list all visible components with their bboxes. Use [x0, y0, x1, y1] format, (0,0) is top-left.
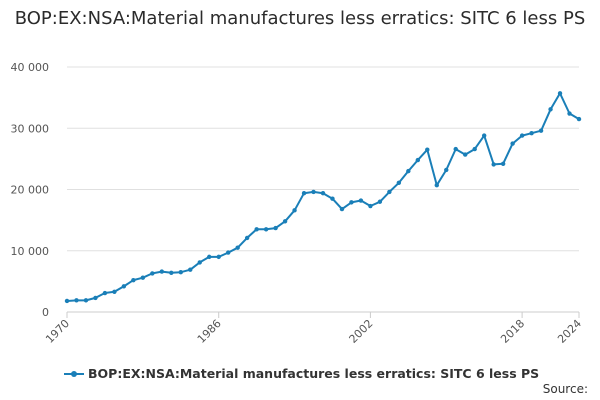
data-point[interactable] — [150, 271, 155, 276]
data-point[interactable] — [368, 203, 373, 209]
data-point[interactable] — [406, 168, 411, 174]
data-point[interactable] — [387, 189, 392, 195]
data-point[interactable] — [330, 196, 335, 201]
x-tick-label: 1986 — [195, 317, 224, 346]
x-tick-label: 2018 — [498, 317, 527, 346]
data-point[interactable] — [159, 269, 165, 274]
data-point[interactable] — [463, 152, 468, 157]
data-point[interactable] — [64, 298, 70, 304]
y-tick-label: 0 — [42, 306, 49, 319]
data-point[interactable] — [349, 200, 354, 205]
data-point[interactable] — [339, 206, 345, 212]
y-tick-label: 30 000 — [11, 122, 50, 135]
data-point[interactable] — [207, 254, 212, 260]
data-point[interactable] — [415, 157, 421, 163]
data-point[interactable] — [358, 198, 364, 203]
data-point[interactable] — [301, 190, 307, 196]
data-point[interactable] — [567, 111, 572, 116]
legend-label: BOP:EX:NSA:Material manufactures less er… — [88, 366, 540, 381]
y-tick-label: 10 000 — [11, 245, 50, 258]
data-point[interactable] — [396, 180, 402, 185]
data-point[interactable] — [320, 190, 326, 196]
data-point[interactable] — [83, 298, 89, 303]
data-point[interactable] — [453, 146, 458, 152]
data-point[interactable] — [225, 250, 231, 255]
data-point[interactable] — [481, 133, 487, 138]
data-point[interactable] — [254, 227, 259, 232]
data-point[interactable] — [491, 162, 496, 167]
data-point[interactable] — [500, 161, 506, 166]
data-point[interactable] — [529, 130, 534, 136]
data-point[interactable] — [74, 298, 79, 303]
data-point[interactable] — [102, 290, 108, 296]
data-point[interactable] — [235, 245, 240, 250]
data-point[interactable] — [93, 295, 98, 301]
data-point[interactable] — [538, 128, 544, 133]
data-point[interactable] — [121, 284, 127, 289]
data-point[interactable] — [131, 277, 136, 283]
chart-title: BOP:EX:NSA:Material manufactures less er… — [14, 8, 586, 29]
y-tick-label: 20 000 — [11, 184, 50, 197]
series-layer — [64, 91, 582, 304]
data-point[interactable] — [292, 208, 297, 213]
data-point[interactable] — [444, 167, 449, 173]
data-point[interactable] — [548, 107, 553, 112]
data-point[interactable] — [273, 225, 278, 231]
data-point[interactable] — [557, 91, 563, 96]
source-label: Source: — [542, 382, 588, 396]
data-point[interactable] — [140, 275, 146, 280]
data-point[interactable] — [178, 269, 183, 275]
data-point[interactable] — [472, 146, 477, 152]
data-point[interactable] — [216, 254, 221, 260]
x-tick-label: 2002 — [347, 317, 376, 346]
x-tick-label: 1970 — [43, 317, 72, 346]
data-point[interactable] — [425, 147, 430, 152]
data-point[interactable] — [244, 235, 250, 241]
gridlines — [67, 66, 579, 252]
data-point[interactable] — [282, 219, 288, 224]
data-point[interactable] — [576, 116, 582, 122]
legend[interactable]: BOP:EX:NSA:Material manufactures less er… — [64, 366, 539, 381]
data-point[interactable] — [263, 227, 269, 232]
x-tick-label: 2024 — [555, 317, 584, 346]
y-tick-label: 40 000 — [11, 61, 50, 74]
data-point[interactable] — [434, 183, 439, 188]
data-point[interactable] — [112, 289, 117, 294]
data-point[interactable] — [510, 141, 515, 146]
data-point[interactable] — [311, 189, 316, 195]
data-point[interactable] — [169, 270, 174, 275]
data-point[interactable] — [197, 260, 202, 265]
series-line — [66, 92, 580, 302]
data-point[interactable] — [377, 199, 383, 204]
legend-swatch — [64, 369, 84, 379]
data-point[interactable] — [519, 133, 525, 138]
data-point[interactable] — [188, 267, 193, 272]
